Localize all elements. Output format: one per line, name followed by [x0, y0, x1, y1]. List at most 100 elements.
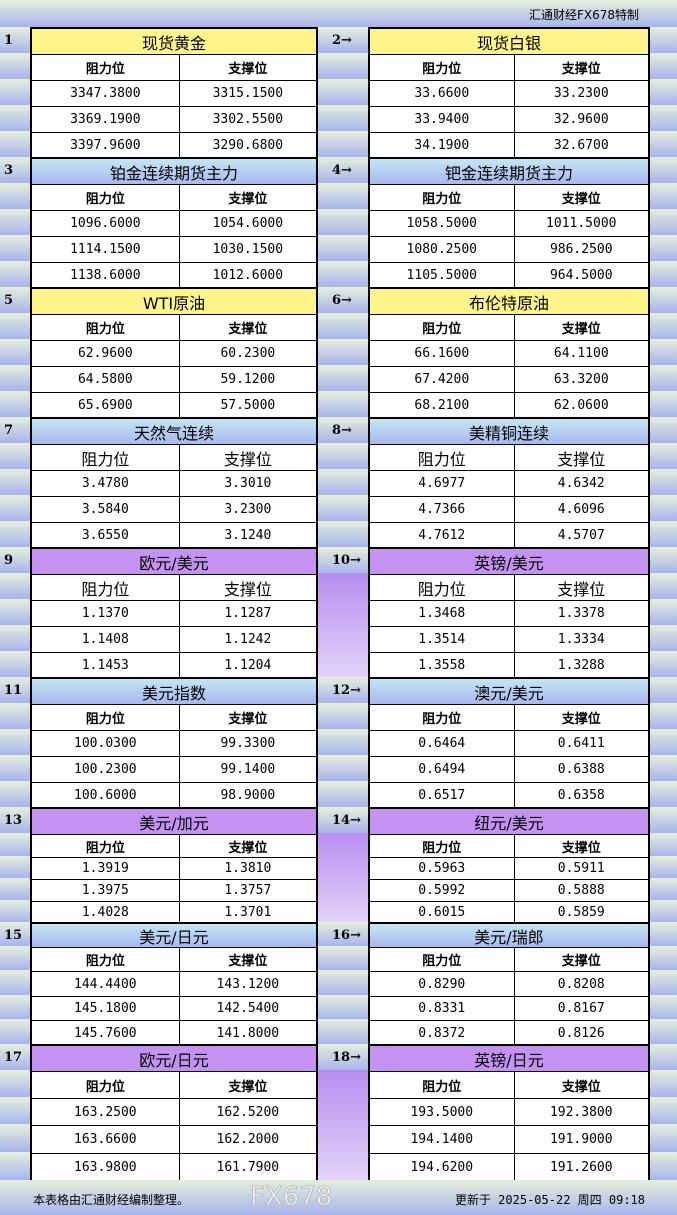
support-value: 0.8208	[557, 976, 605, 992]
table-row: 0.6015 0.5859	[370, 902, 648, 924]
instrument-table-left: 美元/加元 阻力位 支撑位 1.3919 1.3810 1.3975 1.3757 1.402…	[30, 807, 318, 924]
instrument-table-left: 欧元/美元 阻力位 支撑位 1.1370 1.1287 1.1408 1.1242 1.145…	[30, 547, 318, 679]
instrument-table-right: 现货白银 阻力位 支撑位 33.6600 33.2300 33.9400 32.9600 34…	[368, 27, 650, 159]
table-row: 145.1800 142.5400	[32, 997, 316, 1021]
resistance-value: 0.8372	[370, 1021, 515, 1045]
instrument-title: 英镑/日元	[370, 1046, 648, 1072]
support-value: 62.0600	[553, 398, 609, 413]
instrument-table-right: 纽元/美元 阻力位 支撑位 0.5963 0.5911 0.5992 0.5888 0.601…	[368, 807, 650, 924]
support-value: 0.5911	[557, 861, 605, 876]
instrument-title: 美元/日元	[32, 924, 316, 948]
resistance-value: 3369.1900	[32, 107, 180, 132]
resistance-header: 阻力位	[32, 55, 180, 80]
table-row: 145.7600 141.8000	[32, 1021, 316, 1046]
table-row: 1096.6000 1054.6000	[32, 211, 316, 237]
resistance-value: 0.6464	[370, 731, 515, 756]
section-number: 4→	[332, 163, 352, 178]
support-value: 142.5400	[216, 1001, 280, 1016]
table-row: 193.5000 192.3800	[370, 1099, 648, 1126]
instrument-table-left: WTI原油 阻力位 支撑位 62.9600 60.2300 64.5800 59.1200 6…	[30, 287, 318, 419]
resistance-header: 阻力位	[32, 948, 180, 971]
instrument-title: 美元指数	[32, 679, 316, 705]
support-header: 支撑位	[228, 840, 268, 856]
instrument-title: 钯金连续期货主力	[370, 159, 648, 185]
support-value: 4.6096	[557, 502, 605, 517]
table-row: 1.3919 1.3810	[32, 858, 316, 880]
resistance-header: 阻力位	[370, 315, 515, 340]
resistance-header: 阻力位	[370, 948, 515, 971]
support-value: 986.2500	[549, 242, 613, 257]
support-value: 60.2300	[220, 346, 276, 361]
resistance-value: 1.3468	[370, 601, 515, 626]
instrument-title: 天然气连续	[32, 419, 316, 445]
resistance-value: 68.2100	[370, 393, 515, 418]
table-row: 1.3468 1.3378	[370, 601, 648, 627]
support-value: 1.3378	[557, 606, 605, 621]
support-value: 99.1400	[220, 762, 276, 777]
table-row: 163.9800 161.7900	[32, 1154, 316, 1182]
support-value: 1.3334	[557, 632, 605, 647]
support-value: 191.9000	[549, 1132, 613, 1147]
resistance-value: 1.3514	[370, 627, 515, 652]
support-header: 支撑位	[228, 954, 268, 969]
resistance-value: 194.6200	[370, 1154, 515, 1181]
table-row: 1138.6000 1012.6000	[32, 263, 316, 289]
table-row: 194.1400 191.9000	[370, 1126, 648, 1154]
footer: 本表格由汇通财经编制整理。 更新于 2025-05-22 周四 09:18	[0, 1180, 677, 1215]
resistance-value: 4.7612	[370, 523, 515, 548]
resistance-value: 3.5840	[32, 497, 180, 522]
resistance-value: 145.1800	[32, 997, 180, 1020]
watermark-logo: FX678	[249, 1182, 333, 1213]
resistance-value: 1105.5000	[370, 263, 515, 288]
table-row: 1080.2500 986.2500	[370, 237, 648, 263]
support-value: 964.5000	[549, 268, 613, 283]
column-header-row: 阻力位 支撑位	[32, 705, 316, 731]
table-row: 3.5840 3.2300	[32, 497, 316, 523]
section-number: 3	[4, 163, 14, 178]
resistance-value: 1096.6000	[32, 211, 180, 236]
support-header: 支撑位	[223, 579, 272, 599]
resistance-value: 1.1370	[32, 601, 180, 626]
column-header-row: 阻力位 支撑位	[32, 575, 316, 601]
resistance-header: 阻力位	[32, 185, 180, 210]
middle-band	[316, 833, 368, 922]
table-row: 66.1600 64.1100	[370, 341, 648, 367]
support-value: 161.7900	[216, 1160, 280, 1175]
support-value: 3302.5500	[212, 112, 284, 127]
instrument-title: 澳元/美元	[370, 679, 648, 705]
resistance-header: 阻力位	[32, 575, 180, 600]
instrument-title: 美元/加元	[32, 809, 316, 835]
column-header-row: 阻力位 支撑位	[32, 835, 316, 858]
resistance-value: 33.9400	[370, 107, 515, 132]
instrument-title: 现货黄金	[32, 29, 316, 55]
section-number: 10→	[332, 553, 361, 568]
resistance-value: 0.6015	[370, 902, 515, 923]
section-number: 18→	[332, 1050, 361, 1065]
instrument-table-left: 欧元/日元 阻力位 支撑位 163.2500 162.5200 163.6600 162.2…	[30, 1044, 318, 1182]
column-header-row: 阻力位 支撑位	[32, 315, 316, 341]
table-row: 1.1408 1.1242	[32, 627, 316, 653]
table-row: 1.3514 1.3334	[370, 627, 648, 653]
resistance-value: 3347.3800	[32, 81, 180, 106]
support-value: 3.3010	[224, 476, 272, 491]
table-row: 3.6550 3.1240	[32, 523, 316, 549]
support-header: 支撑位	[228, 1079, 268, 1095]
instrument-title: 现货白银	[370, 29, 648, 55]
table-row: 0.8331 0.8167	[370, 997, 648, 1021]
resistance-header: 阻力位	[32, 705, 180, 730]
instrument-table-left: 现货黄金 阻力位 支撑位 3347.3800 3315.1500 3369.1900 330…	[30, 27, 318, 159]
resistance-header: 阻力位	[370, 445, 515, 470]
support-value: 0.6358	[557, 788, 605, 803]
resistance-value: 1.4028	[32, 902, 180, 923]
section-number: 9	[4, 553, 14, 568]
support-value: 0.5859	[557, 905, 605, 920]
column-header-row: 阻力位 支撑位	[32, 445, 316, 471]
resistance-value: 1.3975	[32, 880, 180, 901]
table-row: 4.7366 4.6096	[370, 497, 648, 523]
resistance-value: 64.5800	[32, 367, 180, 392]
support-value: 1.3701	[224, 905, 272, 920]
support-value: 32.6700	[553, 138, 609, 153]
instrument-table-right: 钯金连续期货主力 阻力位 支撑位 1058.5000 1011.5000 1080.250…	[368, 157, 650, 289]
support-value: 1.1204	[224, 658, 272, 673]
table-row: 1.1453 1.1204	[32, 653, 316, 679]
